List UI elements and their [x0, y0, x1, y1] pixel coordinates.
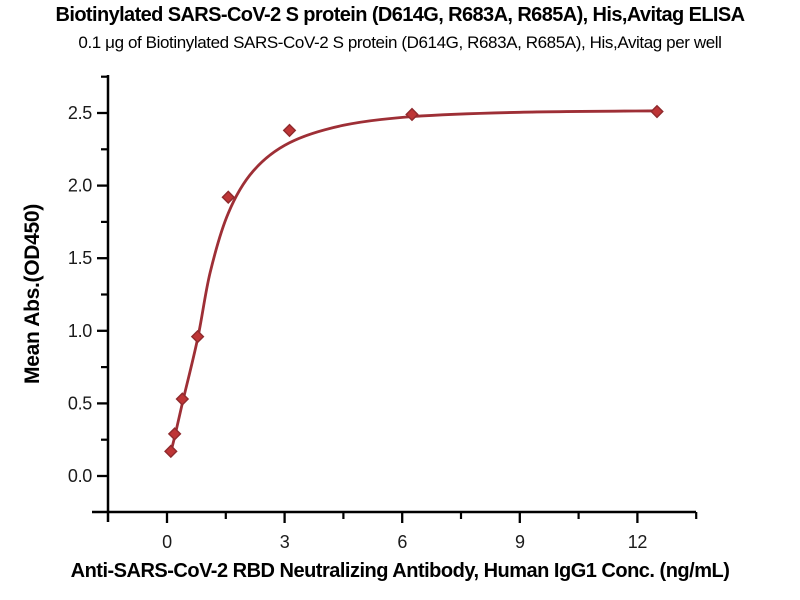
- x-tick-label: 6: [397, 532, 407, 552]
- chart-title: Biotinylated SARS-CoV-2 S protein (D614G…: [55, 4, 746, 26]
- y-tick-label: 2.5: [68, 103, 92, 123]
- y-tick-label: 0.0: [68, 466, 92, 486]
- data-point-marker: [164, 444, 178, 459]
- y-tick-label: 1.0: [68, 321, 92, 341]
- x-tick-label: 9: [515, 532, 525, 552]
- x-tick-label: 3: [280, 532, 290, 552]
- y-tick-label: 1.5: [68, 248, 92, 268]
- y-axis-title: Mean Abs.(OD450): [21, 204, 44, 384]
- x-axis-title: Anti-SARS-CoV-2 RBD Neutralizing Antibod…: [70, 560, 730, 582]
- data-point-marker: [167, 427, 182, 441]
- data-point-marker: [650, 104, 664, 119]
- x-tick-label: 12: [628, 532, 648, 552]
- data-point-marker: [175, 392, 190, 406]
- data-point-marker: [405, 107, 419, 122]
- chart-subtitle: 0.1 μg of Biotinylated SARS-CoV-2 S prot…: [78, 33, 722, 52]
- fit-curve: [169, 109, 659, 454]
- x-tick-label: 0: [162, 532, 172, 552]
- y-tick-label: 0.5: [68, 393, 92, 413]
- data-point-marker: [282, 123, 297, 138]
- data-point-marker: [221, 190, 236, 205]
- y-tick-label: 2.0: [68, 176, 92, 196]
- data-point-marker: [190, 329, 205, 344]
